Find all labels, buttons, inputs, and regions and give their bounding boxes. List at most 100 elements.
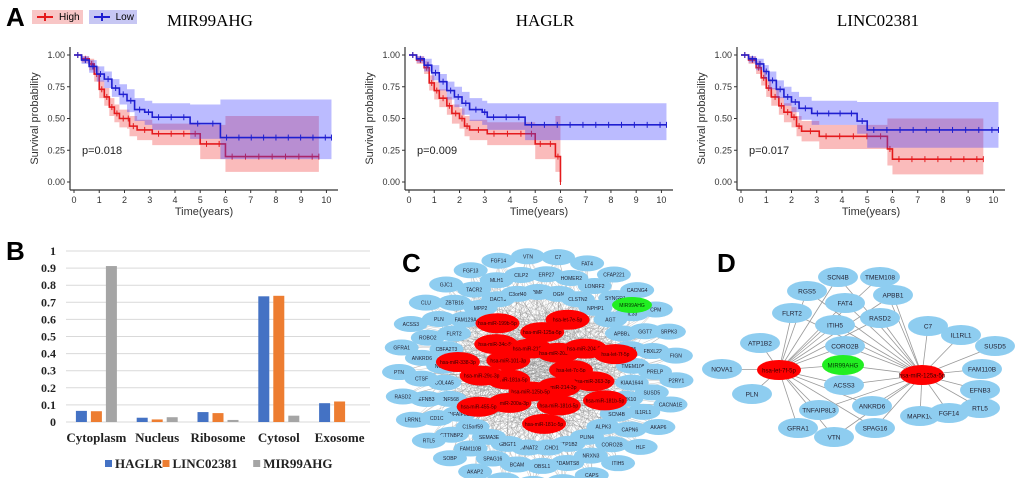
y-tick-label: 0.1 [41, 398, 56, 412]
gene-node-label: CACNA1E [659, 402, 683, 408]
gene-node-label: RGS5 [798, 289, 816, 296]
y-tick-label: 0.50 [47, 114, 65, 124]
y-axis-label: Survival probability [29, 72, 41, 165]
x-tick-label: 0 [71, 195, 76, 205]
gene-node-label: FLRT2 [782, 311, 802, 318]
mirna-node [757, 360, 801, 380]
mirna-node-label: hsa-miR-204-5p [567, 347, 603, 353]
gene-node [432, 450, 467, 467]
gene-node-label: RTL5 [972, 406, 988, 413]
x-tick-label: 5 [198, 195, 203, 205]
y-tick-label: 0.2 [41, 381, 56, 395]
x-tick-label: 10 [988, 195, 998, 205]
p-value-annotation: p=0.009 [417, 145, 457, 157]
gene-node [814, 427, 854, 447]
gene-node [595, 436, 630, 453]
gene-node-label: FAT4 [837, 301, 852, 308]
gene-node-label: VTN [828, 435, 841, 442]
gene-node [475, 450, 510, 467]
gene-node-label: COL4A5 [435, 381, 454, 387]
x-tick-label: 6 [558, 195, 563, 205]
gene-node-label: DACT3 [490, 297, 507, 303]
mirna-node [435, 351, 480, 372]
mirna-node-label: hsa-miR-218-5p [513, 347, 549, 353]
network-edge [778, 369, 876, 429]
gene-node-label: AKAP6 [650, 425, 666, 431]
bar-linc02381-cytoplasm [90, 411, 102, 422]
gene-node-label: CAPN6 [622, 427, 639, 433]
gene-node-label: CLU [421, 301, 431, 307]
gene-node-label: TNFAIP8L3 [446, 412, 472, 418]
gene-node-label: CLSTN2 [568, 297, 587, 303]
x-tick-label: 5 [533, 195, 538, 205]
gene-node-label: ZBTB16 [445, 301, 464, 307]
gene-node-label: MLH1 [490, 278, 504, 284]
x-tick-label: Nucleus [135, 430, 179, 445]
gene-node-label: ATP1B2 [559, 442, 577, 448]
survival-curve-low [409, 54, 667, 126]
confidence-band-high [74, 55, 319, 172]
x-tick-label: 3 [147, 195, 152, 205]
gene-node [852, 396, 892, 416]
mirna-node-label: hsa-miR-203a-3p [539, 351, 578, 357]
gene-node-label: LRRN1 [405, 418, 422, 424]
gene-node-label: ERP27 [539, 272, 555, 278]
mirna-node-label: hsa-let-7f-5p [762, 369, 796, 375]
gene-node-label: CPM [650, 307, 661, 313]
p-value-annotation: p=0.018 [82, 145, 122, 157]
gene-node [570, 255, 605, 272]
x-tick-label: 10 [321, 195, 331, 205]
mirna-node-label: hsa-miR-214-3p [541, 385, 577, 391]
y-axis-label: Survival probability [696, 72, 708, 165]
bar-haglr-cytoplasm [75, 410, 87, 422]
bar-mir99ahg-nucleus [166, 417, 178, 422]
y-tick-label: 0.9 [41, 261, 56, 275]
gene-node [601, 455, 636, 472]
gene-node-label: LONRF2 [585, 284, 605, 290]
survival-curve-low [741, 54, 999, 131]
network-edge [834, 324, 923, 376]
network-edge [778, 302, 846, 371]
mirna-node-label: hsa-miR-338-3p [440, 360, 476, 366]
x-tick-label: 7 [583, 195, 588, 205]
gene-node [554, 269, 589, 286]
mirna-node [474, 334, 519, 355]
gene-node-label: PRELP [647, 370, 664, 376]
y-tick-label: 1.00 [47, 50, 65, 60]
y-tick-label: 1 [50, 244, 56, 258]
gene-node [626, 403, 661, 420]
gene-node-label: SPAG16 [863, 426, 888, 433]
gene-node-label: IL33 [628, 311, 638, 317]
gene-node-label: GJC1 [440, 282, 453, 288]
gene-node-label: NOVA1 [711, 367, 733, 374]
gene-node [962, 359, 1002, 379]
gene-node-label: CORO2B [831, 344, 858, 351]
gene-node-label: EFNB3 [418, 397, 434, 403]
mirna-node [593, 344, 638, 365]
y-tick-label: 0.6 [41, 312, 56, 326]
gene-node [778, 418, 818, 438]
gene-node [437, 325, 472, 342]
network-edge [778, 290, 808, 371]
gene-node [395, 411, 430, 428]
gene-node-label: ANKRD6 [412, 356, 433, 362]
mirna-node-label: hsa-let-7e-5p [553, 318, 583, 324]
panel-label-d: D [717, 248, 736, 278]
gene-node [908, 316, 948, 336]
mirna-node-label: hsa-miR-34c-5p [478, 342, 514, 348]
gene-node-label: BCAM [510, 462, 524, 468]
gene-node-label: SOBP [443, 456, 458, 462]
mirna-node-label: hsa-miR-125a-5p [523, 330, 562, 336]
gene-node [620, 282, 655, 299]
network-edge [571, 277, 616, 355]
gene-node-label: CBFA2T3 [436, 347, 458, 353]
gene-node-label: GFRA1 [787, 426, 809, 433]
mirna-node-label: hsa-miR-181b-5p [586, 398, 625, 404]
gene-node-label: OBSL1 [534, 464, 550, 470]
gene-node [799, 400, 839, 420]
gene-node [487, 472, 520, 478]
gene-node-label: SEMA3E [479, 435, 500, 441]
gene-node-label: AKAP2 [467, 470, 483, 476]
gene-node [960, 380, 1000, 400]
gene-node-label: IL1RL1 [635, 410, 651, 416]
